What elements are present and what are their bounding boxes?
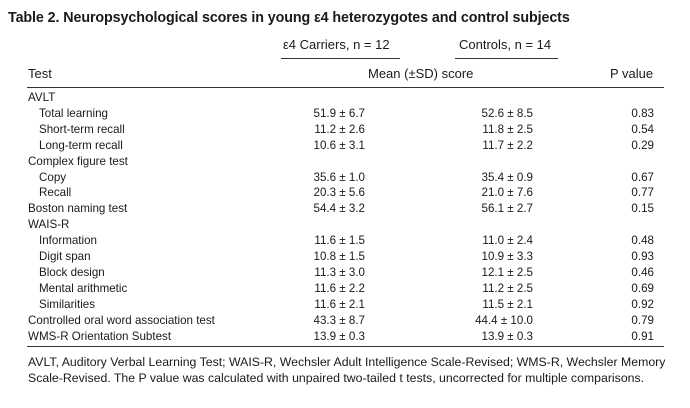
row-label: Copy <box>39 170 67 184</box>
table-row: WMS-R Orientation Subtest 13.9 ± 0.3 13.9 … <box>0 329 690 345</box>
controls-score: 21.0 ± 7.6 <box>481 186 534 200</box>
controls-score: 52.6 ± 8.5 <box>481 106 534 120</box>
carriers-group-rule <box>281 58 400 59</box>
table-title: Table 2. Neuropsychological scores in yo… <box>8 10 570 26</box>
row-label: Recall <box>39 186 72 200</box>
table-row: Copy 35.6 ± 1.0 35.4 ± 0.9 0.67 <box>0 170 690 186</box>
p-value: 0.29 <box>631 138 654 152</box>
table-row: Similarities 11.6 ± 2.1 11.5 ± 2.1 0.92 <box>0 297 690 313</box>
p-value: 0.92 <box>631 297 654 311</box>
table-row: Information 11.6 ± 1.5 11.0 ± 2.4 0.48 <box>0 233 690 249</box>
carriers-score: 20.3 ± 5.6 <box>313 186 366 200</box>
row-label: Mental arithmetic <box>39 281 128 295</box>
controls-score: 11.8 ± 2.5 <box>482 122 533 136</box>
controls-group-rule <box>455 58 558 59</box>
carriers-score: 10.8 ± 1.5 <box>313 250 366 263</box>
header-rule <box>27 87 664 88</box>
row-label: Complex figure test <box>28 154 128 168</box>
carriers-group-header: ε4 Carriers, n = 12 <box>283 37 390 52</box>
carriers-score: 11.6 ± 2.2 <box>314 281 365 295</box>
table-row: Mental arithmetic 11.6 ± 2.2 11.2 ± 2.5 0.6… <box>0 281 690 297</box>
controls-score: 11.2 ± 2.5 <box>482 281 533 295</box>
carriers-score: 11.6 ± 1.5 <box>314 234 365 248</box>
controls-score: 56.1 ± 2.7 <box>481 202 534 216</box>
carriers-score: 51.9 ± 6.7 <box>313 106 366 120</box>
p-value: 0.91 <box>631 329 654 343</box>
test-column-header: Test <box>28 66 52 81</box>
controls-score: 12.1 ± 2.5 <box>481 265 534 279</box>
table-row: Long-term recall 10.6 ± 3.1 11.7 ± 2.2 0.29 <box>0 138 690 154</box>
p-value: 0.67 <box>631 170 654 184</box>
row-label: Controlled oral word association test <box>28 313 215 327</box>
row-label: Total learning <box>39 106 108 120</box>
p-value-column-header: P value <box>610 66 654 81</box>
p-value: 0.83 <box>631 106 654 120</box>
table-row: Total learning 51.9 ± 6.7 52.6 ± 8.5 0.83 <box>0 106 690 122</box>
table-row: Boston naming test 54.4 ± 3.2 56.1 ± 2.7 0.… <box>0 201 690 217</box>
row-label: Block design <box>39 265 105 279</box>
row-label: WMS-R Orientation Subtest <box>28 329 172 343</box>
p-value: 0.69 <box>631 281 654 295</box>
score-column-header: Mean (±SD) score <box>368 66 474 81</box>
row-label: Long-term recall <box>39 138 123 152</box>
footnote: AVLT, Auditory Verbal Learning Test; WAI… <box>28 355 666 385</box>
controls-score: 11.0 ± 2.4 <box>482 234 533 248</box>
p-value: 0.93 <box>631 250 654 263</box>
carriers-score: 43.3 ± 8.7 <box>313 313 366 327</box>
row-label: Digit span <box>39 250 91 263</box>
table-row: WAIS-R <box>0 217 690 233</box>
p-value: 0.54 <box>631 122 654 136</box>
carriers-score: 35.6 ± 1.0 <box>313 170 366 184</box>
p-value: 0.77 <box>631 186 654 200</box>
controls-group-header: Controls, n = 14 <box>459 37 552 52</box>
table-row: AVLT <box>0 90 690 106</box>
carriers-score: 11.3 ± 3.0 <box>314 265 365 279</box>
controls-score: 13.9 ± 0.3 <box>481 329 534 343</box>
row-label: Short-term recall <box>39 122 125 136</box>
p-value: 0.46 <box>631 265 654 279</box>
carriers-score: 13.9 ± 0.3 <box>313 329 366 343</box>
p-value: 0.79 <box>631 313 654 327</box>
table-row: Block design 11.3 ± 3.0 12.1 ± 2.5 0.46 <box>0 265 690 281</box>
carriers-score: 10.6 ± 3.1 <box>313 138 366 152</box>
table-row: Recall 20.3 ± 5.6 21.0 ± 7.6 0.77 <box>0 185 690 201</box>
controls-score: 11.7 ± 2.2 <box>482 138 533 152</box>
table-row: Controlled oral word association test 43.… <box>0 313 690 329</box>
carriers-score: 11.2 ± 2.6 <box>314 122 365 136</box>
row-label: Information <box>39 234 97 248</box>
table-row: Complex figure test <box>0 154 690 170</box>
p-value: 0.15 <box>631 202 654 216</box>
row-label: Similarities <box>39 297 96 311</box>
controls-score: 11.5 ± 2.1 <box>482 297 533 311</box>
carriers-score: 54.4 ± 3.2 <box>313 202 366 216</box>
row-label: WAIS-R <box>28 218 70 232</box>
controls-score: 35.4 ± 0.9 <box>481 170 534 184</box>
p-value: 0.48 <box>631 234 654 248</box>
table-row: Short-term recall 11.2 ± 2.6 11.8 ± 2.5 0.5… <box>0 122 690 138</box>
controls-score: 44.4 ± 10.0 <box>475 313 533 327</box>
bottom-rule <box>27 346 664 347</box>
table-row: Digit span 10.8 ± 1.5 10.9 ± 3.3 0.93 <box>0 249 690 265</box>
carriers-score: 11.6 ± 2.1 <box>314 297 365 311</box>
controls-score: 10.9 ± 3.3 <box>481 250 534 263</box>
row-label: AVLT <box>28 91 56 104</box>
row-label: Boston naming test <box>28 202 128 216</box>
